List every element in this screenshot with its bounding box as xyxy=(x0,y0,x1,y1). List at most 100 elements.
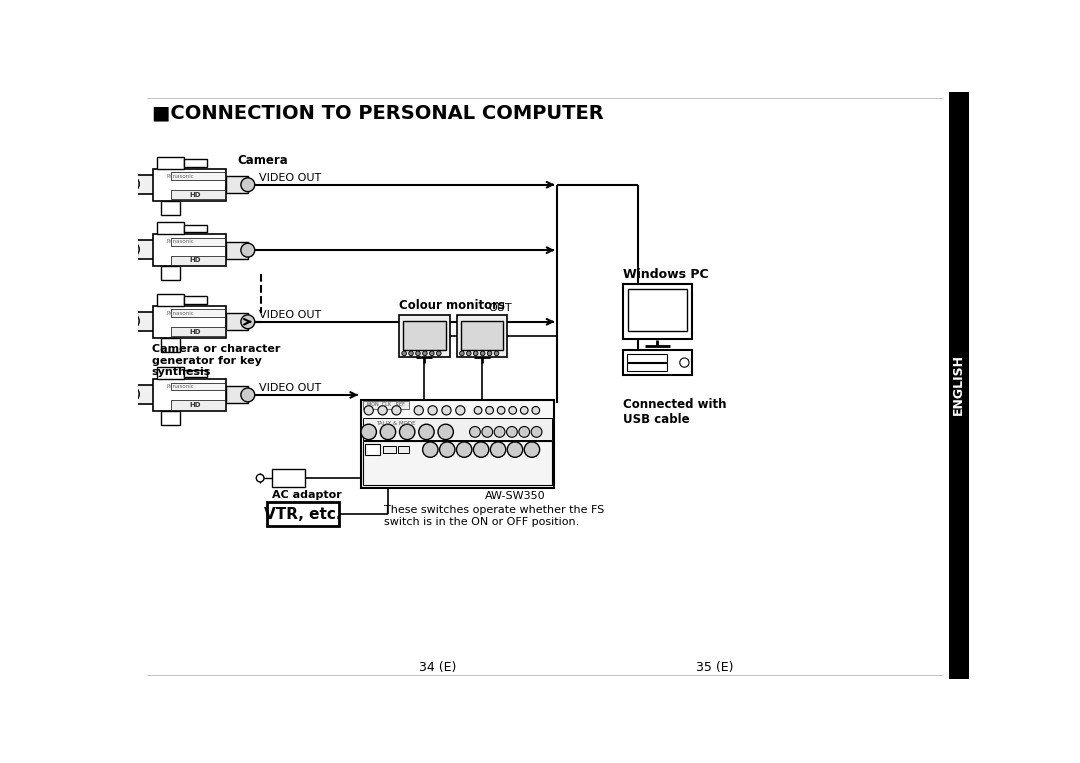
Circle shape xyxy=(521,407,528,414)
Bar xyxy=(132,385,154,404)
Bar xyxy=(157,294,184,306)
Circle shape xyxy=(482,427,492,437)
Circle shape xyxy=(473,442,489,457)
Circle shape xyxy=(364,406,374,415)
Circle shape xyxy=(470,427,481,437)
Circle shape xyxy=(495,351,499,356)
FancyBboxPatch shape xyxy=(268,502,339,526)
Text: AC adaptor
AW-PS505: AC adaptor AW-PS505 xyxy=(272,491,342,512)
Text: VTR, etc.: VTR, etc. xyxy=(265,507,342,522)
Circle shape xyxy=(518,427,529,437)
Text: Panasonic: Panasonic xyxy=(166,240,194,244)
Circle shape xyxy=(531,427,542,437)
Text: HD: HD xyxy=(190,257,201,263)
Text: HD: HD xyxy=(190,402,201,408)
Bar xyxy=(161,338,180,352)
Circle shape xyxy=(422,442,438,457)
Bar xyxy=(226,387,247,404)
Circle shape xyxy=(361,424,377,439)
Circle shape xyxy=(428,406,437,415)
Circle shape xyxy=(400,424,415,439)
Bar xyxy=(184,159,207,167)
Circle shape xyxy=(438,424,454,439)
Circle shape xyxy=(497,407,505,414)
Bar xyxy=(161,266,180,280)
Circle shape xyxy=(124,242,139,257)
Bar xyxy=(171,327,225,336)
Text: Camera or character
generator for key
synthesis: Camera or character generator for key sy… xyxy=(151,344,280,377)
Circle shape xyxy=(508,442,523,457)
Bar xyxy=(153,378,226,411)
Circle shape xyxy=(487,351,491,356)
Bar xyxy=(153,169,226,201)
Circle shape xyxy=(474,407,482,414)
Text: MON  CLK   REF: MON CLK REF xyxy=(367,402,405,407)
Circle shape xyxy=(436,351,441,356)
Circle shape xyxy=(473,351,478,356)
Circle shape xyxy=(241,243,255,257)
Bar xyxy=(626,354,666,362)
Bar xyxy=(382,446,396,453)
Circle shape xyxy=(430,351,434,356)
Circle shape xyxy=(124,314,139,329)
Text: OUT: OUT xyxy=(488,304,512,314)
Bar xyxy=(171,238,225,246)
Circle shape xyxy=(402,351,406,356)
Circle shape xyxy=(392,406,401,415)
Text: VIDEO OUT: VIDEO OUT xyxy=(258,311,321,320)
Bar xyxy=(272,468,305,488)
Bar xyxy=(171,310,225,317)
Circle shape xyxy=(456,406,465,415)
Circle shape xyxy=(532,407,540,414)
Text: 35 (E): 35 (E) xyxy=(697,661,734,674)
Bar xyxy=(153,306,226,338)
Bar xyxy=(157,367,184,378)
Bar xyxy=(403,321,446,349)
Bar xyxy=(361,400,554,488)
Bar xyxy=(226,314,247,330)
Bar xyxy=(184,296,207,304)
Bar xyxy=(132,175,154,194)
Bar xyxy=(365,444,380,455)
Bar xyxy=(400,315,449,357)
Circle shape xyxy=(422,351,428,356)
Text: Camera: Camera xyxy=(238,154,288,167)
Circle shape xyxy=(408,351,414,356)
Bar xyxy=(461,321,503,349)
Bar xyxy=(184,369,207,377)
Text: Panasonic: Panasonic xyxy=(166,174,194,179)
Text: These switches operate whether the FS
switch is in the ON or OFF position.: These switches operate whether the FS sw… xyxy=(384,505,605,526)
Bar xyxy=(226,242,247,259)
Bar xyxy=(171,401,225,410)
Bar xyxy=(397,446,408,453)
Circle shape xyxy=(481,351,485,356)
Text: ■CONNECTION TO PERSONAL COMPUTER: ■CONNECTION TO PERSONAL COMPUTER xyxy=(151,104,604,123)
Circle shape xyxy=(507,427,517,437)
Bar xyxy=(161,201,180,214)
Bar xyxy=(226,176,247,193)
Bar xyxy=(153,234,226,266)
Circle shape xyxy=(241,388,255,402)
Bar xyxy=(623,284,692,340)
Text: HD: HD xyxy=(190,329,201,335)
Circle shape xyxy=(679,358,689,367)
Text: HD: HD xyxy=(190,192,201,198)
Circle shape xyxy=(241,178,255,192)
Bar xyxy=(161,411,180,425)
Bar xyxy=(363,418,552,439)
Bar xyxy=(629,289,687,331)
Text: Panasonic: Panasonic xyxy=(166,311,194,316)
Circle shape xyxy=(440,442,455,457)
Bar xyxy=(626,363,666,371)
Circle shape xyxy=(457,442,472,457)
Text: Colour monitors: Colour monitors xyxy=(400,299,505,312)
Text: Connected with
USB cable: Connected with USB cable xyxy=(623,398,726,426)
Bar xyxy=(184,225,207,233)
Bar xyxy=(457,315,508,357)
Text: AW-SW350: AW-SW350 xyxy=(485,491,545,501)
Circle shape xyxy=(124,387,139,402)
Text: VIDEO OUT: VIDEO OUT xyxy=(258,383,321,394)
Circle shape xyxy=(524,442,540,457)
Circle shape xyxy=(486,407,494,414)
Circle shape xyxy=(241,315,255,329)
